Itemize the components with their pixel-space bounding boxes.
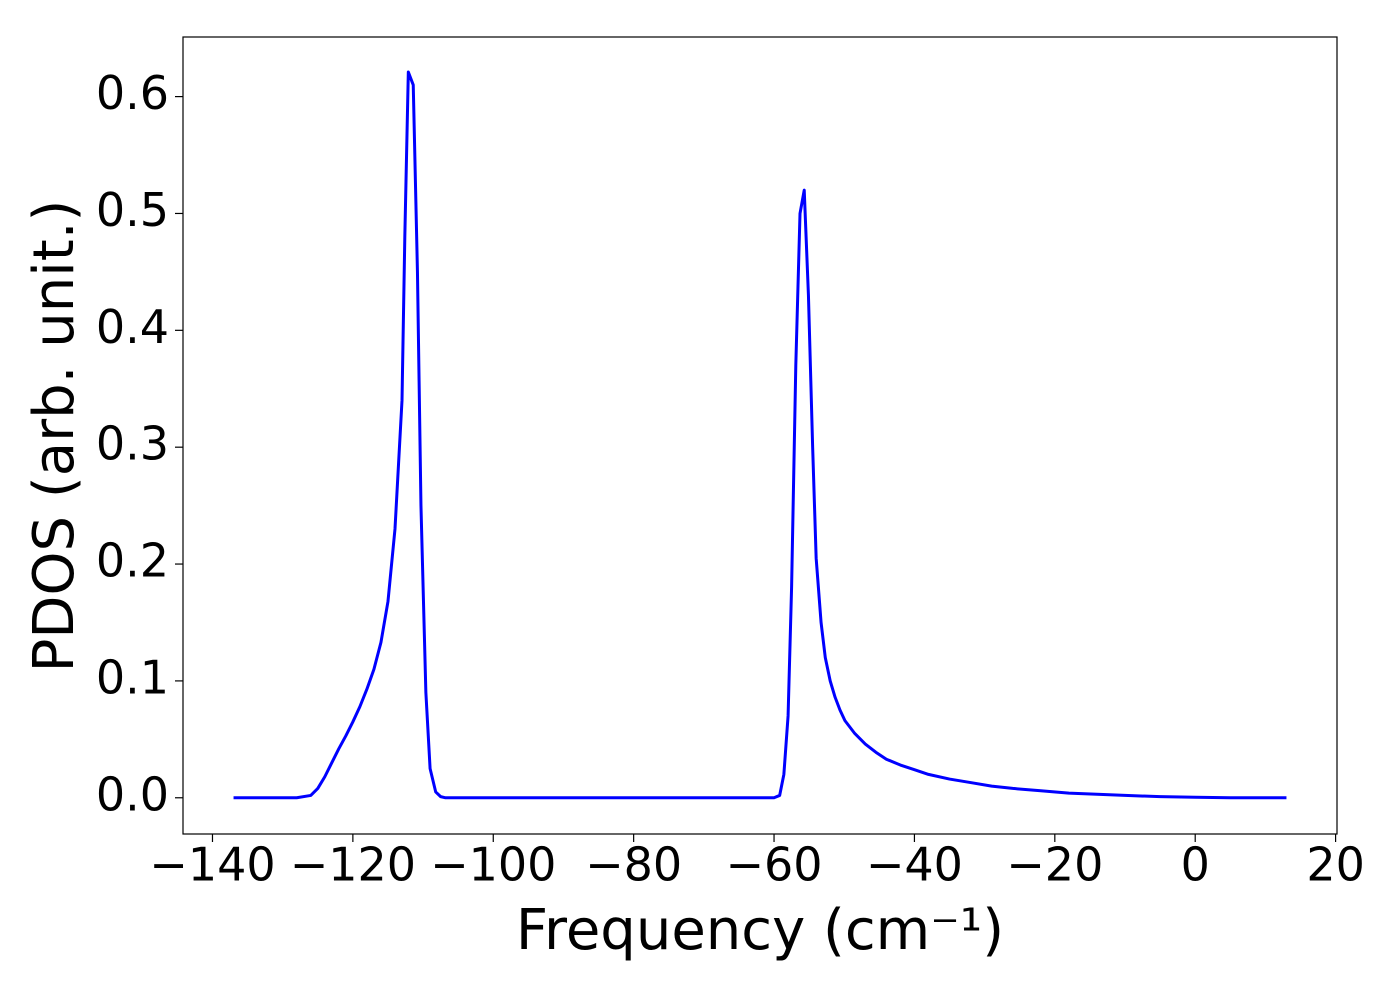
x-axis-label: Frequency (cm⁻¹) <box>516 898 1004 963</box>
y-tick-label: 0.0 <box>96 767 169 821</box>
y-tick-label: 0.3 <box>96 417 169 471</box>
x-tick-label: −140 <box>149 838 275 892</box>
x-tick-label: −60 <box>725 838 822 892</box>
x-tick-label: −40 <box>866 838 963 892</box>
x-tick-label: −120 <box>290 838 416 892</box>
y-tick-label: 0.2 <box>96 534 169 588</box>
x-tick-label: −20 <box>1006 838 1103 892</box>
x-tick-label: −80 <box>585 838 682 892</box>
y-tick-label: 0.5 <box>96 183 169 237</box>
line-series <box>233 70 1287 800</box>
y-tick-label: 0.6 <box>96 66 169 120</box>
x-tick-label: −100 <box>430 838 556 892</box>
plot-frame <box>182 36 1338 835</box>
y-tick-label: 0.4 <box>96 300 169 354</box>
x-tick-label: 20 <box>1306 838 1365 892</box>
y-axis-label: PDOS (arb. unit.) <box>22 200 87 673</box>
x-tick-label: 0 <box>1181 838 1210 892</box>
y-tick-label: 0.1 <box>96 650 169 704</box>
